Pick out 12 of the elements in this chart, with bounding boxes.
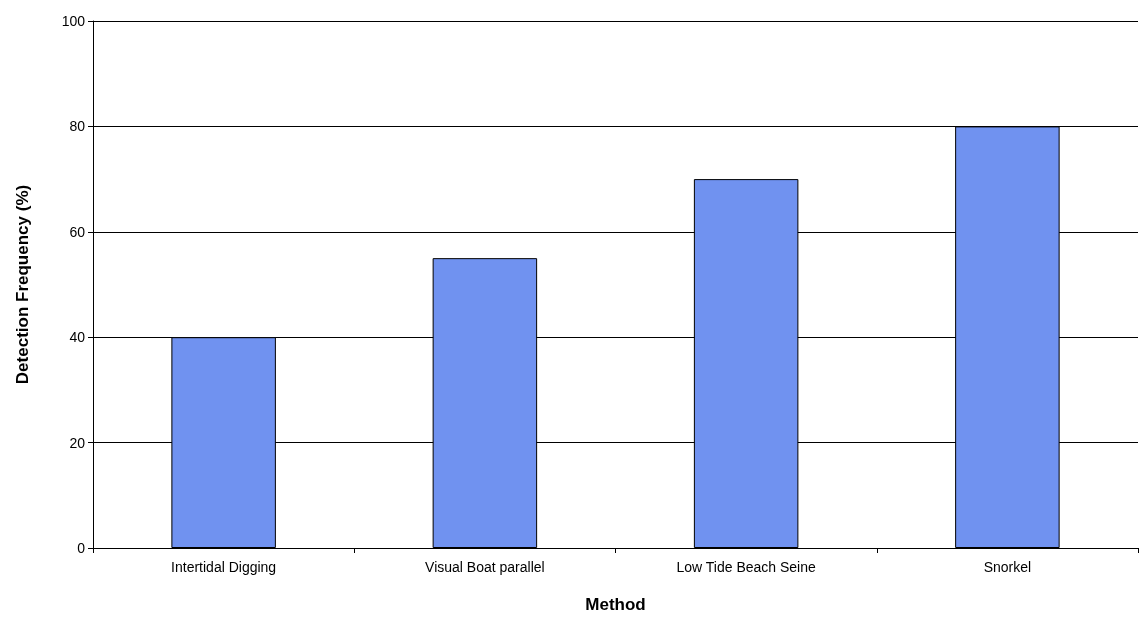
y-tick-label: 20 bbox=[69, 434, 86, 451]
y-tick-label: 0 bbox=[77, 540, 86, 556]
y-tick-label: 80 bbox=[69, 118, 86, 135]
x-axis-title: Method bbox=[585, 595, 646, 614]
x-tick-label: Visual Boat parallel bbox=[425, 559, 545, 575]
y-tick-label: 100 bbox=[61, 13, 86, 29]
y-tick-label: 60 bbox=[69, 223, 86, 240]
x-tick-label: Intertidal Digging bbox=[171, 559, 277, 575]
x-tick-label: Low Tide Beach Seine bbox=[676, 559, 816, 575]
y-tick-label: 40 bbox=[69, 329, 86, 346]
x-tick-label: Snorkel bbox=[983, 559, 1032, 575]
y-axis-title: Detection Frequency (%) bbox=[13, 184, 32, 385]
